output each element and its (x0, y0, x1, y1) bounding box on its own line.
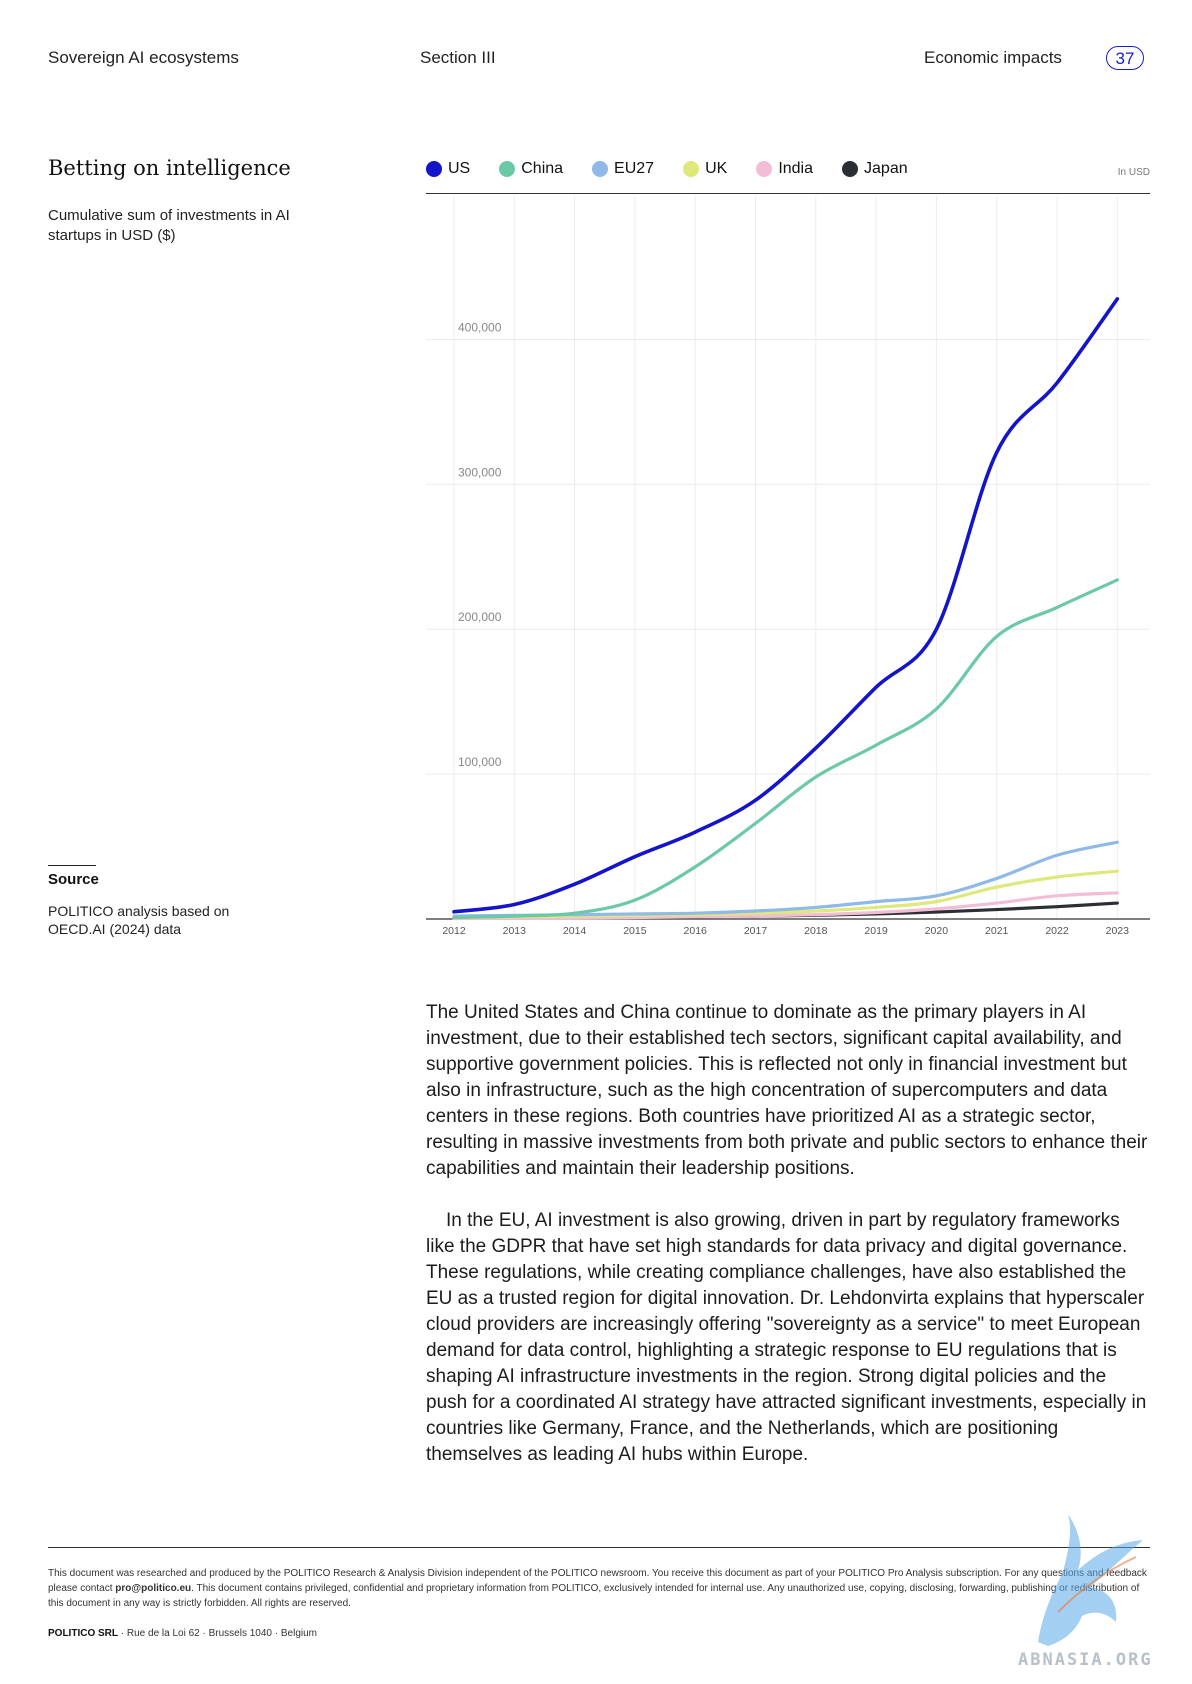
x-tick-label: 2023 (1106, 925, 1130, 936)
body-paragraph-2: In the EU, AI investment is also growing… (426, 1210, 1147, 1465)
legend-swatch-eu27 (592, 161, 609, 177)
company-name: POLITICO SRL (48, 1628, 118, 1639)
series-line-india (452, 891, 1119, 921)
legend-label-uk: UK (705, 160, 728, 177)
series-line-us (452, 297, 1120, 914)
footer-disclaimer-text-2: . This document contains privileged, con… (48, 1583, 1140, 1609)
legend-swatch-china (499, 161, 516, 177)
y-tick-label: 400,000 (458, 320, 502, 334)
chart-title: Betting on intelligence (48, 156, 291, 180)
body-paragraph-1: The United States and China continue to … (426, 1002, 1148, 1179)
chart-top-rule (426, 193, 1150, 194)
legend-label-china: China (521, 160, 564, 177)
legend-item-uk: UK (683, 160, 727, 178)
watermark-griffin-icon (1038, 1514, 1143, 1646)
page-number-badge: 37 (1106, 46, 1144, 70)
series-line-china (452, 578, 1119, 920)
footer-divider (48, 1547, 1150, 1548)
section-label: Section III (420, 48, 496, 67)
x-tick-label: 2019 (864, 925, 888, 936)
source-label: Source (48, 871, 99, 888)
legend-label-japan: Japan (864, 160, 908, 177)
footer-disclaimer-text-1: This document was researched and produce… (48, 1568, 1147, 1594)
legend-label-eu27: EU27 (614, 160, 655, 177)
chart-subtitle: Cumulative sum of investments in AI star… (48, 207, 290, 244)
legend-swatch-japan (842, 161, 859, 177)
x-tick-label: 2014 (563, 925, 587, 936)
line-chart: 100,000 200,000 300,000 400,000 2012 2013 2014… (426, 196, 1150, 936)
watermark-text: ABNASIA.ORG (1018, 1650, 1153, 1670)
x-tick-label: 2013 (503, 925, 527, 936)
legend-item-eu27: EU27 (592, 160, 654, 178)
x-tick-label: 2016 (684, 925, 708, 936)
x-tick-label: 2018 (804, 925, 828, 936)
x-tick-label: 2021 (985, 925, 1009, 936)
footer-address: POLITICO SRL · Rue de la Loi 62 · Brusse… (48, 1628, 317, 1639)
legend-label-india: India (778, 160, 814, 177)
footer-disclaimer: This document was researched and produce… (48, 1566, 1148, 1611)
contact-email: pro@politico.eu (115, 1583, 192, 1594)
legend-item-india: India (756, 160, 813, 178)
legend-item-us: US (426, 160, 470, 178)
legend-item-china: China (499, 160, 563, 178)
source-text: POLITICO analysis based on OECD.AI (2024… (48, 903, 230, 937)
x-tick-label: 2022 (1045, 925, 1069, 936)
x-tick-label: 2017 (744, 925, 768, 936)
legend-swatch-uk (683, 161, 700, 177)
legend-item-japan: Japan (842, 160, 908, 178)
x-tick-label: 2012 (442, 925, 466, 936)
chapter-label: Economic impacts (924, 48, 1062, 67)
legend-swatch-india (756, 161, 773, 177)
y-tick-label: 100,000 (458, 755, 502, 769)
source-divider (48, 865, 96, 866)
document-title: Sovereign AI ecosystems (48, 48, 239, 67)
y-tick-label: 200,000 (458, 610, 502, 624)
y-tick-label: 300,000 (458, 465, 502, 479)
x-tick-label: 2020 (925, 925, 949, 936)
company-address: · Rue de la Loi 62 · Brussels 1040 · Bel… (118, 1628, 317, 1639)
chart-legend: US China EU27 UK India Japan (426, 158, 937, 180)
x-tick-label: 2015 (623, 925, 647, 936)
unit-label: In USD (1117, 167, 1150, 178)
legend-label-us: US (448, 160, 471, 177)
legend-swatch-us (426, 161, 442, 177)
series-line-eu27 (452, 840, 1119, 918)
